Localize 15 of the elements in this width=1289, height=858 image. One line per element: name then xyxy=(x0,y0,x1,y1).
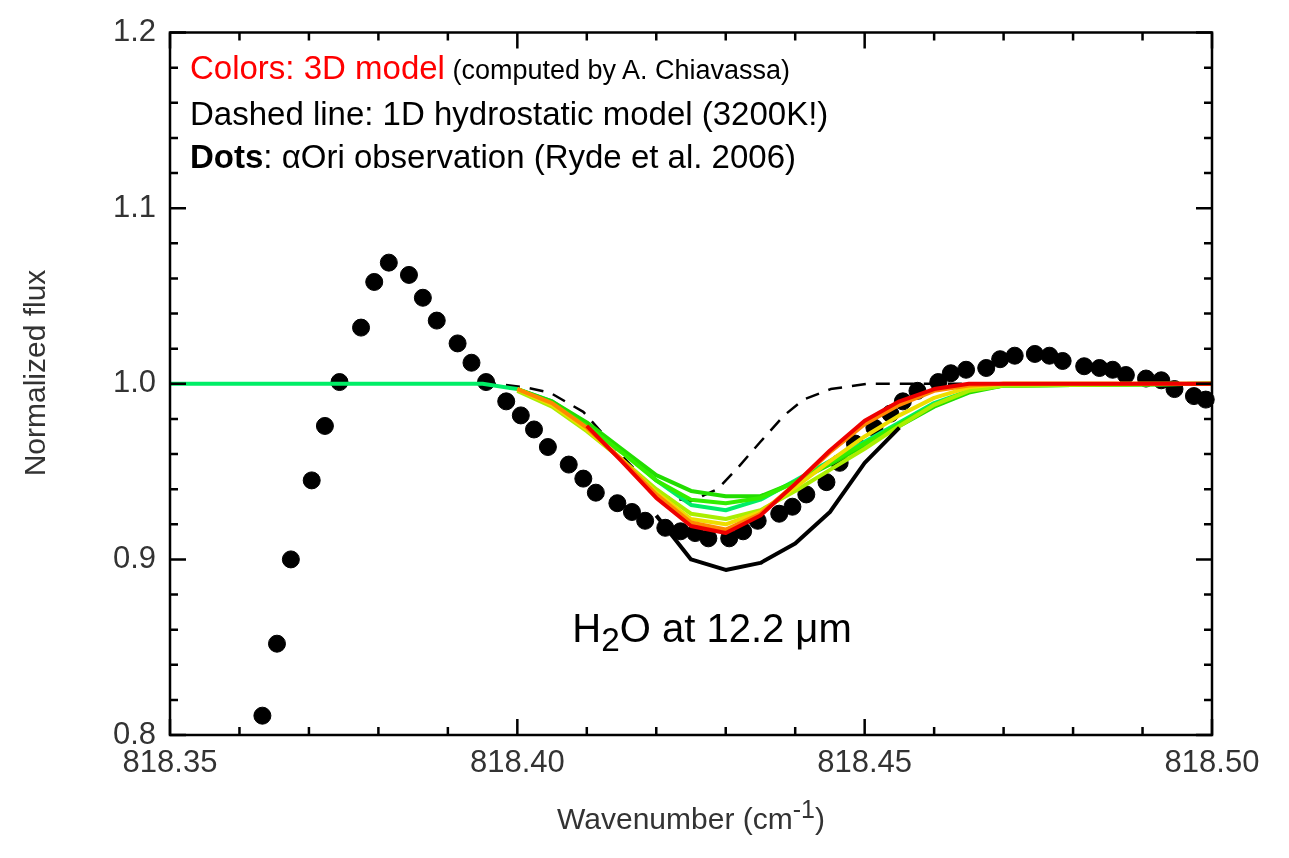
y-tick-label: 0.9 xyxy=(112,539,156,575)
x-axis-title: Wavenumber (cm$^{-1}$) xyxy=(557,794,825,836)
x-tick-label: 818.40 xyxy=(469,744,565,780)
x-tick-label: 818.45 xyxy=(817,744,913,780)
annotation: Colors: 3D model xyxy=(190,49,445,86)
y-axis-title: Normalized flux xyxy=(18,269,52,477)
y-tick-label: 1.2 xyxy=(112,13,156,49)
y-tick-label: 1.1 xyxy=(112,188,156,224)
y-tick-label: 1.0 xyxy=(112,364,156,400)
annotation: (computed by A. Chiavassa) xyxy=(451,55,791,85)
annotation: Dashed line: 1D hydrostatic model (3200K!) xyxy=(190,95,829,132)
annotation: : αOri observation (Ryde et al. 2006) xyxy=(263,138,797,175)
annotation: Dots xyxy=(190,138,264,175)
annotation: H$_{2}$O at 12.2 μm xyxy=(572,605,852,659)
x-tick-label: 818.50 xyxy=(1164,744,1260,780)
